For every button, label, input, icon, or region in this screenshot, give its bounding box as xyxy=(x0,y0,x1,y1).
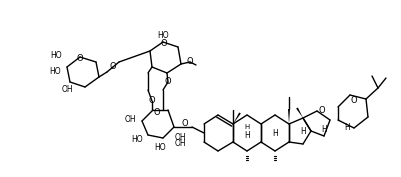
Text: O: O xyxy=(181,118,188,127)
Text: O: O xyxy=(148,96,155,105)
Text: OH: OH xyxy=(61,85,73,95)
Text: HO: HO xyxy=(154,144,165,153)
Text: O: O xyxy=(160,39,167,48)
Text: HO: HO xyxy=(157,30,168,39)
Polygon shape xyxy=(296,107,302,118)
Text: O: O xyxy=(164,78,171,87)
Polygon shape xyxy=(233,112,240,124)
Polygon shape xyxy=(287,109,289,124)
Text: H: H xyxy=(271,129,277,138)
Text: HO: HO xyxy=(131,135,143,144)
Text: OH: OH xyxy=(174,133,185,142)
Text: O: O xyxy=(109,62,116,72)
Text: H: H xyxy=(320,124,326,133)
Text: OH: OH xyxy=(174,138,186,147)
Text: H: H xyxy=(300,127,305,136)
Text: O: O xyxy=(186,58,193,67)
Text: H: H xyxy=(244,124,249,130)
Text: OH: OH xyxy=(124,115,136,124)
Text: H: H xyxy=(343,124,349,133)
Text: H: H xyxy=(243,130,249,139)
Text: O: O xyxy=(350,96,356,105)
Text: O: O xyxy=(318,107,324,116)
Text: HO: HO xyxy=(50,52,62,61)
Text: O: O xyxy=(153,109,160,118)
Text: HO: HO xyxy=(49,67,61,76)
Text: O: O xyxy=(77,55,83,64)
